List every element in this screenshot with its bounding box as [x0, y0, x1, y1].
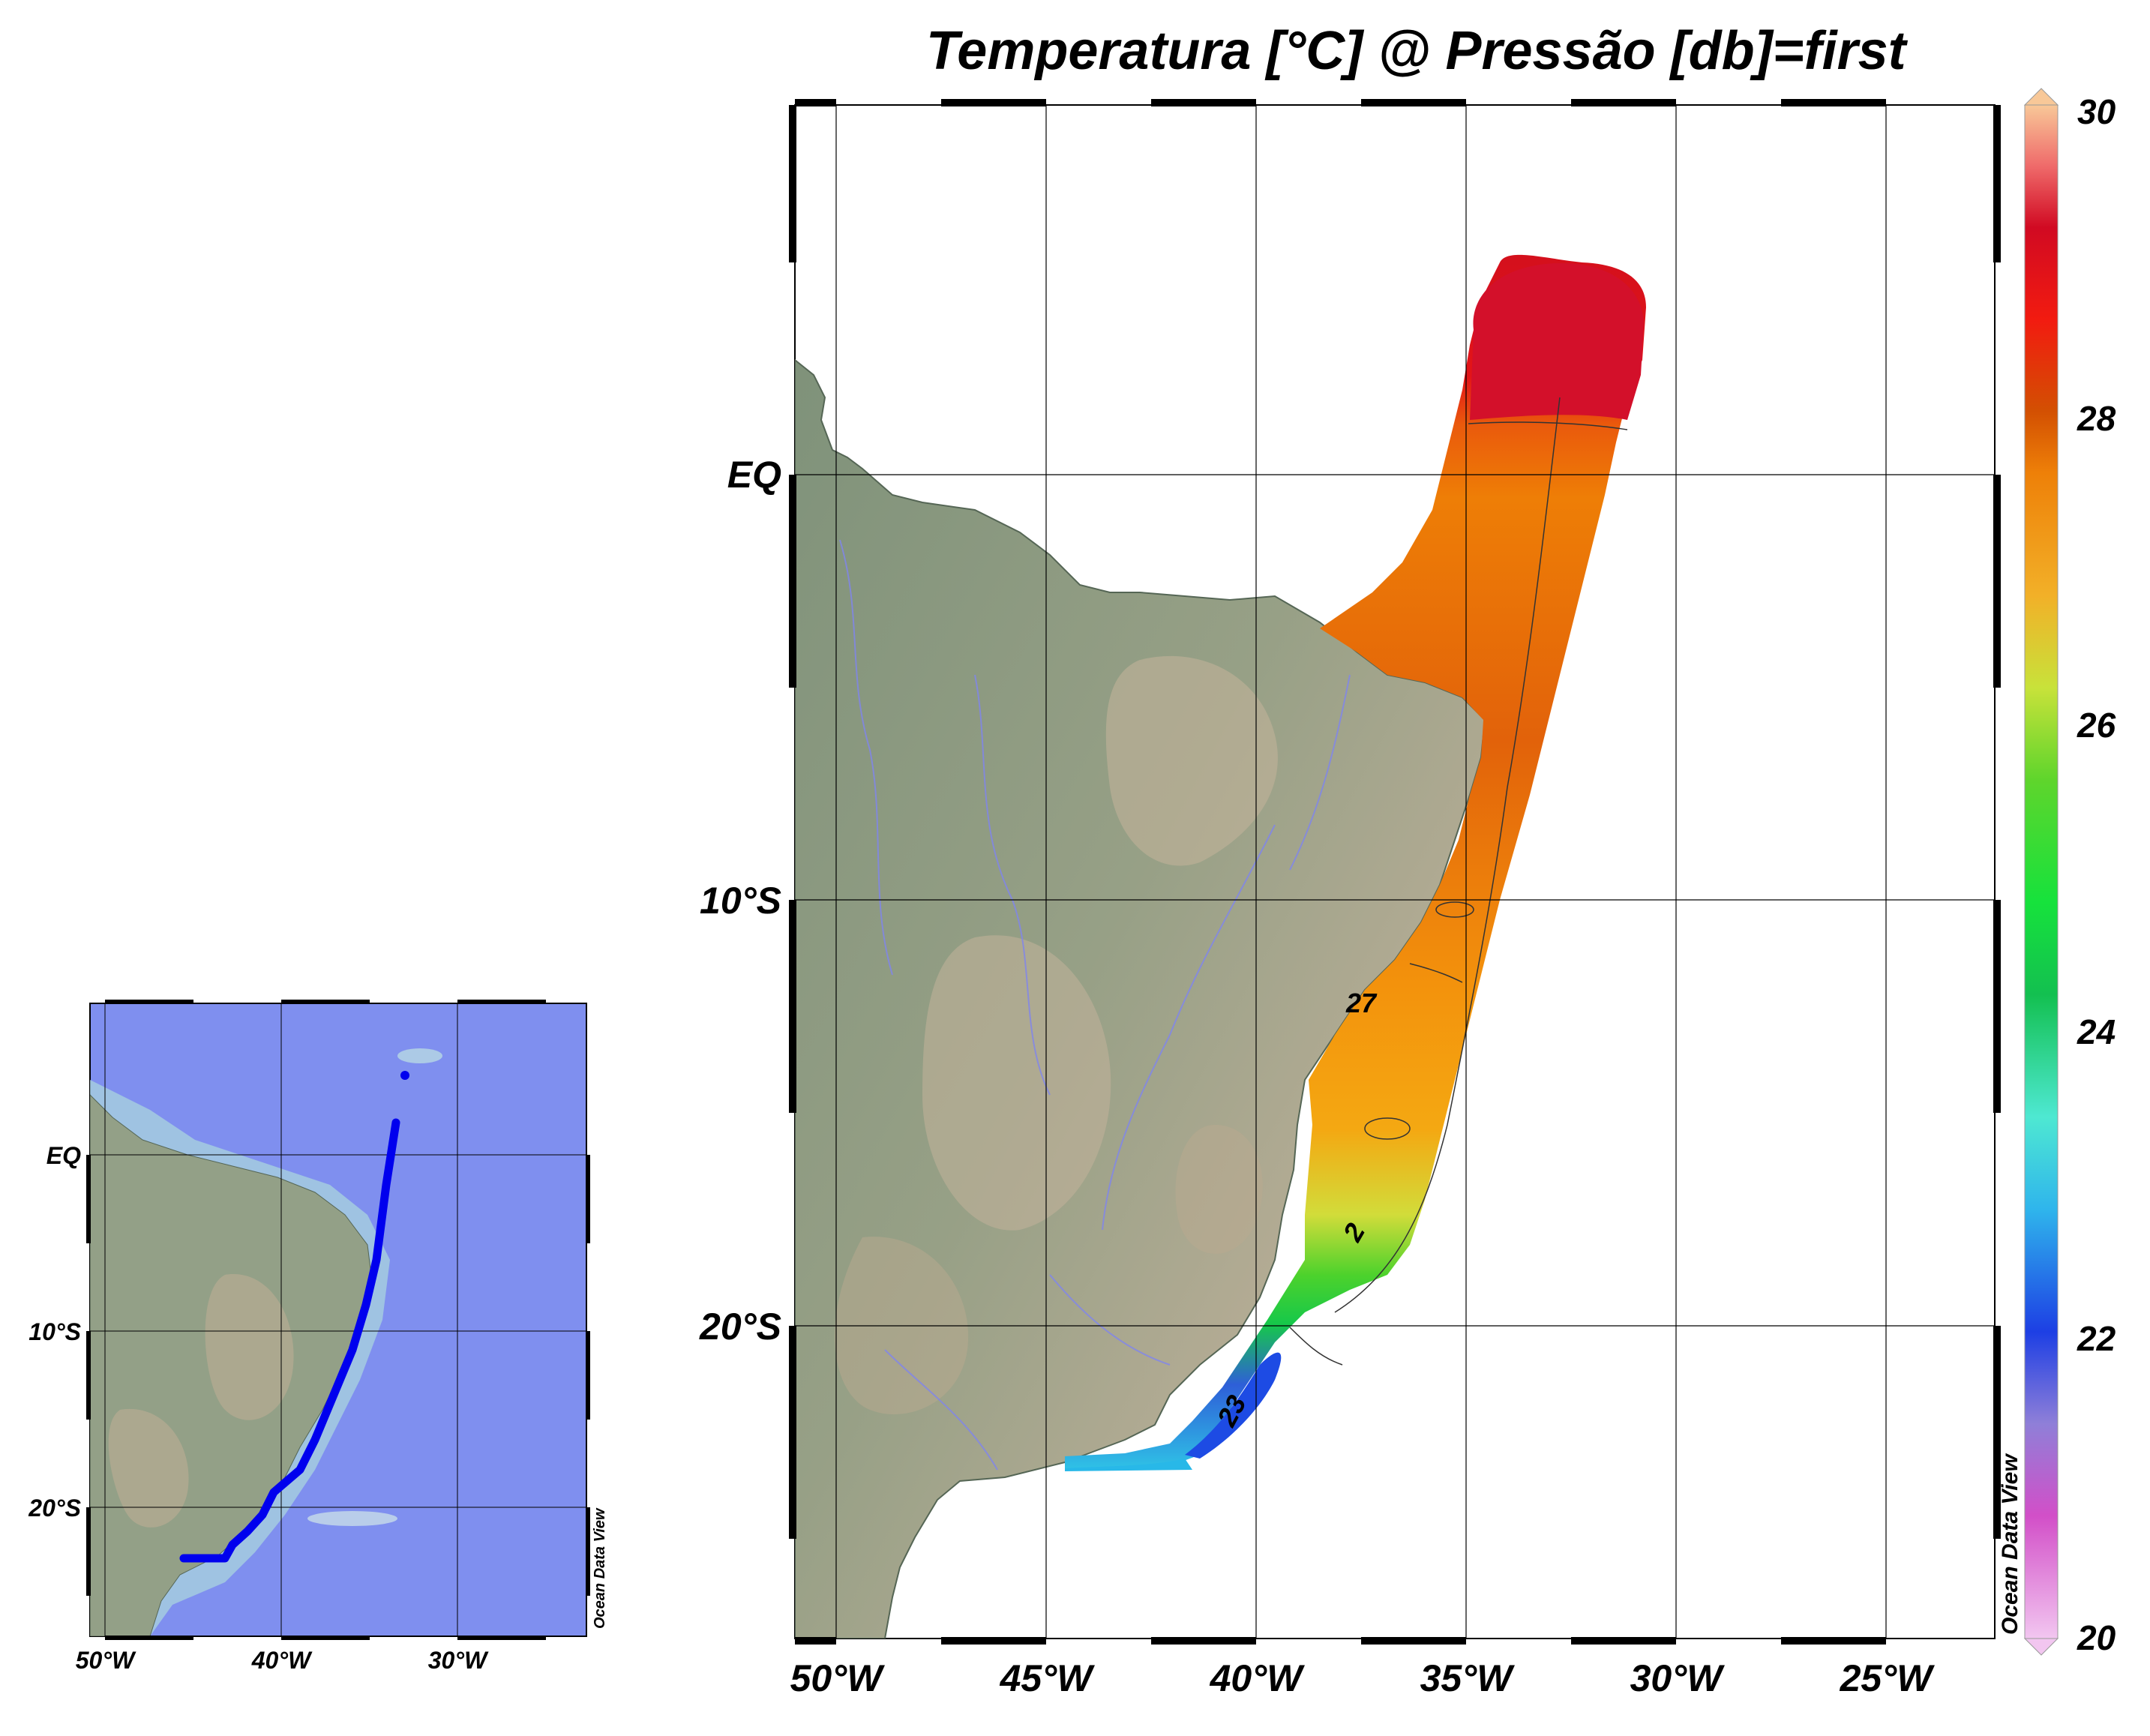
map-title: Temperatura [°C] @ Pressão [db]=first: [926, 21, 1909, 81]
inset-lon-tick: 50°W: [76, 1647, 136, 1674]
colorbar-top-arrow: [2023, 88, 2059, 106]
colorbar-tick: 24: [2077, 1012, 2116, 1051]
inset-watermark: Ocean Data View: [592, 1507, 608, 1629]
inset-graticule: [90, 1003, 586, 1636]
contour-label-27: 27: [1345, 988, 1378, 1018]
inset-lat-tick: EQ: [46, 1142, 81, 1169]
warm-core: [1470, 262, 1644, 420]
main-lat-tick: 20°S: [699, 1306, 781, 1348]
inset-map: 50°W 40°W 30°W EQ 10°S 20°S Ocean Data V…: [28, 1000, 608, 1674]
cool-band: [1065, 1459, 1192, 1471]
watermark: Ocean Data View: [1998, 1453, 2023, 1635]
main-lon-tick: 25°W: [1840, 1657, 1936, 1699]
colorbar-tick: 20: [2077, 1618, 2116, 1657]
colorbar-ramp: [2024, 104, 2059, 1639]
highland-patch: [922, 935, 1111, 1231]
main-map-border: [789, 99, 2001, 1645]
main-lon-tick: 40°W: [1210, 1657, 1306, 1699]
inset-highland: [108, 1408, 189, 1528]
inset-station-point: [400, 1071, 409, 1080]
colorbar-tick: 30: [2077, 92, 2116, 131]
highland-patch: [1175, 1125, 1263, 1255]
main-lon-tick: 45°W: [1000, 1657, 1096, 1699]
inset-lon-tick: 40°W: [251, 1647, 313, 1674]
colorbar-tick: 28: [2077, 399, 2116, 438]
inset-lat-tick: 10°S: [28, 1318, 81, 1345]
inset-highland: [205, 1274, 294, 1420]
colorbar: 30 28 26 24 22 20 Ocean Data View: [1998, 88, 2116, 1657]
main-lon-tick: 30°W: [1630, 1657, 1726, 1699]
main-lon-tick: 50°W: [790, 1657, 886, 1699]
inset-lon-tick: 30°W: [428, 1647, 489, 1674]
colorbar-tick: 26: [2077, 706, 2116, 745]
contours: [1289, 397, 1628, 1366]
highland-patch: [1105, 655, 1278, 866]
colorbar-bottom-arrow: [2023, 1638, 2059, 1656]
main-lon-tick: 35°W: [1420, 1657, 1516, 1699]
main-graticule: [795, 105, 1995, 1639]
cool-band: [1185, 1352, 1282, 1459]
main-lat-tick: 10°S: [700, 880, 781, 922]
main-lat-tick: EQ: [727, 454, 781, 496]
inset-map-border: [86, 1000, 590, 1640]
main-map: 27 23 2: [699, 99, 2001, 1699]
inset-cruise-track: [179, 1118, 400, 1563]
inset-lat-tick: 20°S: [28, 1495, 81, 1522]
temperature-swath: [1065, 254, 1646, 1470]
colorbar-tick: 22: [2077, 1319, 2116, 1358]
inset-shoal: [397, 1048, 442, 1063]
inset-shoal: [307, 1511, 397, 1526]
